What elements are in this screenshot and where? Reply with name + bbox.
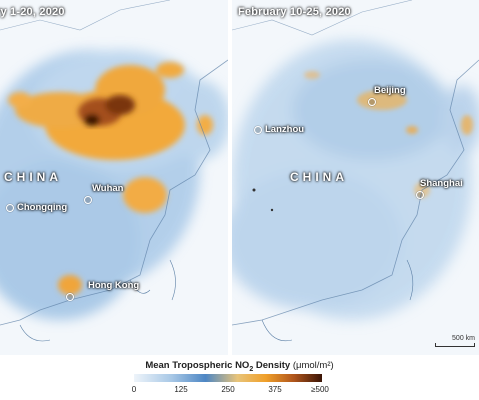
legend-tick-125: 125 [174, 385, 188, 394]
legend-tick-500: ≥500 [311, 385, 329, 394]
country-label: CHINA [290, 170, 348, 184]
city-label: Shanghai [420, 178, 463, 189]
city-label: Chongqing [17, 202, 68, 213]
city-marker-icon [416, 191, 424, 199]
map-before-graphic [0, 0, 228, 355]
city-hong-kong: Hong Kong [66, 280, 139, 301]
legend-color-scale [134, 374, 322, 382]
city-chongqing: Chongqing [6, 202, 67, 213]
legend-tick-375: 375 [268, 385, 282, 394]
city-label: Beijing [374, 85, 406, 96]
city-beijing: Beijing [368, 85, 406, 106]
map-panel-after: February 10-25, 2020 CHINA Beijing Lanzh… [232, 0, 479, 355]
city-lanzhou: Lanzhou [254, 124, 304, 135]
city-label: Hong Kong [88, 280, 140, 291]
legend-title: Mean Tropospheric NO2 Density (μmol/m²) [0, 360, 479, 373]
legend: Mean Tropospheric NO2 Density (μmol/m²) … [0, 356, 479, 400]
legend-tick-250: 250 [221, 385, 235, 394]
city-label: Lanzhou [265, 124, 305, 135]
city-marker-icon [66, 293, 74, 301]
legend-title-subscript: 2 [249, 365, 254, 373]
panel-title-before: ry 1-20, 2020 [0, 6, 65, 18]
city-marker-icon [6, 203, 14, 212]
legend-title-text: Mean Tropospheric NO [145, 360, 250, 371]
city-label: Wuhan [92, 183, 124, 194]
city-wuhan: Wuhan [84, 183, 124, 204]
country-label: CHINA [4, 170, 62, 184]
city-marker-icon [368, 98, 376, 106]
scale-line [435, 343, 475, 347]
map-panel-before: ry 1-20, 2020 CHINA Chongqing Wuhan Hong… [0, 0, 228, 355]
scale-bar: 500 km [435, 335, 475, 347]
city-marker-icon [84, 196, 92, 204]
legend-tick-0: 0 [131, 385, 137, 394]
legend-units: (μmol/m²) [292, 360, 334, 371]
legend-title-suffix: Density [253, 360, 293, 371]
city-shanghai: Shanghai [416, 178, 463, 199]
scale-label: 500 km [452, 335, 475, 342]
map-after-graphic [232, 0, 479, 355]
panel-title-after: February 10-25, 2020 [238, 6, 351, 18]
city-marker-icon [254, 125, 262, 134]
